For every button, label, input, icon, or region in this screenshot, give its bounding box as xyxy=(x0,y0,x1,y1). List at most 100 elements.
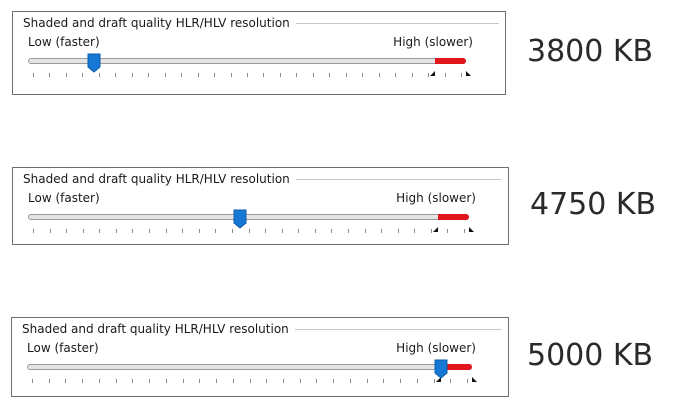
slider-ticks xyxy=(28,229,469,234)
slider-tick xyxy=(331,229,332,233)
high-slower-label: High (slower) xyxy=(396,191,476,205)
slider-tick xyxy=(346,73,347,77)
slider-tick xyxy=(298,229,299,233)
slider-tick xyxy=(132,379,133,383)
slider-tick xyxy=(280,73,281,77)
low-faster-label: Low (faster) xyxy=(28,191,100,205)
slider-tick xyxy=(362,73,363,77)
range-start-marker-icon xyxy=(435,377,441,382)
high-range-indicator xyxy=(435,58,466,64)
file-size-label-2: 4750 KB xyxy=(530,187,657,222)
slider-ticks xyxy=(27,379,472,384)
range-start-marker-icon xyxy=(433,227,439,232)
slider-tick xyxy=(214,73,215,77)
slider-thumb-shape xyxy=(434,359,448,379)
slider-tick xyxy=(116,229,117,233)
slider-tick xyxy=(447,229,448,233)
high-slower-label: High (slower) xyxy=(393,35,473,49)
slider-tick xyxy=(400,379,401,383)
slider-tick xyxy=(381,229,382,233)
slider-tick xyxy=(282,229,283,233)
slider-tick xyxy=(412,73,413,77)
slider-tick xyxy=(232,229,233,233)
group-title-line xyxy=(296,179,502,180)
slider-tick xyxy=(198,73,199,77)
slider-tick xyxy=(250,379,251,383)
slider-thumb[interactable] xyxy=(87,53,101,73)
range-end-marker-icon xyxy=(466,71,471,76)
range-start-marker-icon xyxy=(430,71,436,76)
slider-track[interactable] xyxy=(27,364,472,370)
slider-tick xyxy=(461,73,462,77)
resolution-panel-3: Shaded and draft quality HLR/HLV resolut… xyxy=(11,317,509,397)
slider-tick xyxy=(249,229,250,233)
slider-tick xyxy=(263,73,264,77)
slider-tick xyxy=(231,73,232,77)
slider-tick xyxy=(115,73,116,77)
slider-tick xyxy=(414,229,415,233)
panel-title: Shaded and draft quality HLR/HLV resolut… xyxy=(23,172,290,186)
slider-tick xyxy=(333,379,334,383)
slider-tick xyxy=(149,379,150,383)
slider-tick xyxy=(50,229,51,233)
slider-ticks xyxy=(28,73,466,78)
group-title-line xyxy=(296,23,499,24)
slider-tick xyxy=(417,379,418,383)
slider-tick xyxy=(99,379,100,383)
slider-tick xyxy=(66,229,67,233)
slider-tick xyxy=(233,379,234,383)
slider-tick xyxy=(296,73,297,77)
slider-tick xyxy=(329,73,330,77)
resolution-panel-2: Shaded and draft quality HLR/HLV resolut… xyxy=(12,167,509,245)
panel-title: Shaded and draft quality HLR/HLV resolut… xyxy=(23,16,290,30)
slider-tick xyxy=(398,229,399,233)
resolution-panel-1: Shaded and draft quality HLR/HLV resolut… xyxy=(12,11,506,95)
slider-tick xyxy=(464,229,465,233)
slider-tick xyxy=(313,73,314,77)
slider-tick xyxy=(379,73,380,77)
slider-tick xyxy=(82,73,83,77)
slider-tick xyxy=(99,73,100,77)
low-faster-label: Low (faster) xyxy=(27,341,99,355)
slider-track[interactable] xyxy=(28,214,469,220)
slider-tick xyxy=(49,379,50,383)
slider-thumb-shape xyxy=(87,53,101,73)
slider-tick xyxy=(348,229,349,233)
slider-tick xyxy=(132,73,133,77)
slider-tick xyxy=(445,73,446,77)
slider-tick xyxy=(99,229,100,233)
range-end-marker-icon xyxy=(472,377,477,382)
slider-tick xyxy=(395,73,396,77)
slider-tick xyxy=(431,229,432,233)
slider-tick xyxy=(350,379,351,383)
slider-tick xyxy=(149,229,150,233)
slider-tick xyxy=(148,73,149,77)
file-size-label-1: 3800 KB xyxy=(527,34,654,69)
high-range-indicator xyxy=(438,214,469,220)
slider-tick xyxy=(32,379,33,383)
slider-tick xyxy=(166,229,167,233)
slider-thumb-shape xyxy=(233,209,247,229)
slider-tick xyxy=(315,229,316,233)
slider-tick xyxy=(247,73,248,77)
slider-tick xyxy=(199,229,200,233)
file-size-label-3: 5000 KB xyxy=(527,338,654,373)
slider-tick xyxy=(116,379,117,383)
high-range-indicator xyxy=(440,364,472,370)
high-slower-label: High (slower) xyxy=(396,341,476,355)
slider-tick xyxy=(83,229,84,233)
slider-tick xyxy=(33,73,34,77)
slider-tick xyxy=(434,379,435,383)
slider-thumb[interactable] xyxy=(233,209,247,229)
slider-tick xyxy=(316,379,317,383)
slider-tick xyxy=(383,379,384,383)
slider-thumb[interactable] xyxy=(434,359,448,379)
slider-tick xyxy=(199,379,200,383)
slider-tick xyxy=(367,379,368,383)
slider-tick xyxy=(283,379,284,383)
slider-tick xyxy=(66,73,67,77)
slider-tick xyxy=(65,379,66,383)
panel-title: Shaded and draft quality HLR/HLV resolut… xyxy=(22,322,289,336)
slider-tick xyxy=(183,379,184,383)
slider-tick xyxy=(166,379,167,383)
